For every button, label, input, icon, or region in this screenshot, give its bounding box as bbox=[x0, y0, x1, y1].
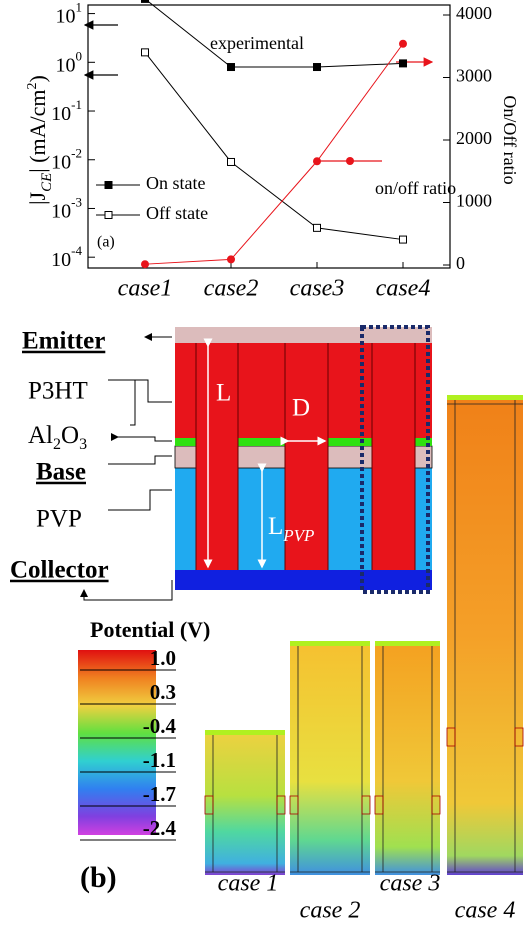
y-tick-label: 100 bbox=[56, 48, 83, 76]
case-label: case 2 bbox=[300, 898, 361, 924]
chart-a: |JCE| (mA/cm2) On/Off ratio experimental… bbox=[25, 5, 520, 268]
y2-tick-label: 1000 bbox=[456, 191, 492, 211]
collector-layer bbox=[175, 570, 432, 590]
data-point bbox=[399, 40, 407, 48]
pvp-label: PVP bbox=[36, 506, 82, 533]
colorbar-label: -2.4 bbox=[143, 816, 177, 840]
data-point bbox=[142, 0, 149, 2]
case-label: case 1 bbox=[218, 871, 279, 897]
y-tick-exponent: -4 bbox=[71, 243, 82, 258]
device-diagram: L D LPVP Emitter P3HT Al2O3 Base PVP Col… bbox=[10, 327, 432, 600]
potential-map bbox=[205, 730, 285, 875]
y-tick-base: 10 bbox=[51, 249, 71, 271]
potential-map bbox=[447, 395, 523, 875]
colorbar-label: 1.0 bbox=[150, 646, 176, 670]
colorbar-label: -1.1 bbox=[143, 748, 176, 772]
y-tick-label: 10-4 bbox=[51, 243, 82, 271]
colorbar-label: -0.4 bbox=[143, 714, 177, 738]
colorbar-label: 0.3 bbox=[150, 680, 176, 704]
y-tick-exponent: -1 bbox=[71, 97, 82, 112]
x-tick-label: case2 bbox=[204, 276, 259, 302]
panel-label: (a) bbox=[97, 234, 115, 251]
potential-map bbox=[375, 641, 440, 875]
data-point bbox=[228, 158, 235, 165]
y-tick-base: 10 bbox=[51, 151, 71, 173]
x-tick-label: case3 bbox=[290, 276, 345, 302]
colorbar-label: -1.7 bbox=[143, 782, 176, 806]
colorbar-title: Potential (V) bbox=[90, 617, 210, 642]
emitter-layer bbox=[175, 327, 432, 343]
series-annotation: on/off ratio bbox=[375, 178, 456, 198]
y-tick-exponent: -2 bbox=[71, 146, 82, 161]
y-tick-label: 10-1 bbox=[51, 97, 82, 125]
data-point bbox=[400, 60, 407, 67]
d-label: D bbox=[292, 395, 310, 422]
p3ht-label: P3HT bbox=[28, 378, 88, 405]
page: {"chart_data": {"type": "line", "y_label… bbox=[0, 0, 526, 928]
emitter-label: Emitter bbox=[22, 328, 105, 355]
data-point bbox=[228, 64, 235, 71]
base-label: Base bbox=[36, 459, 86, 486]
y2-tick-label: 3000 bbox=[456, 66, 492, 86]
y-tick-base: 10 bbox=[51, 200, 71, 222]
y-tick-label: 10-3 bbox=[51, 194, 82, 222]
data-point bbox=[142, 49, 149, 56]
series-line bbox=[145, 44, 403, 264]
y-tick-exponent: -3 bbox=[71, 194, 82, 209]
y2-tick-label: 2000 bbox=[456, 128, 492, 148]
y-tick-base: 10 bbox=[56, 5, 76, 27]
data-point bbox=[314, 64, 321, 71]
y-tick-label: 101 bbox=[56, 0, 83, 27]
y-tick-label: 10-2 bbox=[51, 146, 82, 174]
data-point bbox=[141, 260, 149, 268]
case-label: case 3 bbox=[380, 871, 441, 897]
y-tick-exponent: 1 bbox=[76, 0, 83, 15]
colorbar bbox=[78, 650, 156, 835]
y2-axis-label: On/Off ratio bbox=[500, 95, 520, 184]
figure: |JCE| (mA/cm2) On/Off ratio experimental… bbox=[0, 0, 526, 928]
legend-marker bbox=[105, 182, 112, 189]
case-label: case 4 bbox=[455, 898, 516, 924]
body: |JCE| (mA/cm2) On/Off ratio experimental… bbox=[0, 0, 526, 928]
potential-map bbox=[290, 641, 370, 875]
x-tick-label: case4 bbox=[376, 276, 431, 302]
l-label: L bbox=[216, 380, 231, 407]
y-axis-label: |JCE| (mA/cm2) bbox=[25, 75, 56, 205]
legend-marker bbox=[105, 212, 112, 219]
y-tick-base: 10 bbox=[51, 103, 71, 125]
data-point bbox=[313, 157, 321, 165]
y2-tick-label: 0 bbox=[456, 253, 465, 273]
y-tick-base: 10 bbox=[56, 54, 76, 76]
annotation: experimental bbox=[210, 33, 304, 53]
legend-label: Off state bbox=[146, 203, 208, 223]
collector-label: Collector bbox=[10, 557, 109, 584]
data-point bbox=[314, 224, 321, 231]
legend-label: On state bbox=[146, 173, 205, 193]
data-point bbox=[227, 255, 235, 263]
legend-marker bbox=[346, 157, 354, 165]
al2o3-label: Al2O3 bbox=[28, 422, 87, 453]
x-tick-label: case1 bbox=[118, 276, 173, 302]
data-point bbox=[400, 236, 407, 243]
y2-tick-label: 4000 bbox=[456, 3, 492, 23]
panel-label: (b) bbox=[80, 861, 117, 894]
y-tick-exponent: 0 bbox=[76, 48, 83, 63]
